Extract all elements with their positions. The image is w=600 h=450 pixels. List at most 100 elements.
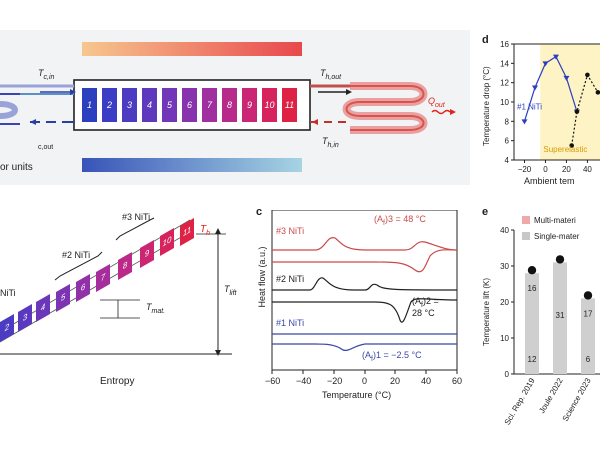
dsc-xtick: 20	[390, 376, 401, 386]
cell: 11	[282, 88, 297, 122]
dsc-xtick: −60	[265, 376, 281, 386]
category-label: Sci. Rep. 2019	[503, 376, 537, 426]
label-2-niti: #2 NiTi	[276, 274, 305, 284]
cell: 8	[222, 88, 237, 122]
data-point	[542, 61, 549, 67]
legend-swatch	[522, 216, 530, 224]
y-tick-label: 10	[500, 98, 509, 107]
dsc-ylabel: Heat flow (a.u.)	[257, 246, 267, 308]
entropy-cell: 11	[180, 217, 194, 247]
group-3-label: #3 NiTi	[122, 212, 151, 222]
series-line	[523, 55, 578, 122]
units-label: or units	[0, 162, 33, 173]
af1-label: (Af)1 = −2.5 °C	[362, 350, 422, 363]
cell: 3	[122, 88, 137, 122]
cell: 6	[182, 88, 197, 122]
x-tick-label: 0	[543, 165, 548, 174]
af2-label: (Af)2 =	[412, 296, 439, 309]
af2-value: 28 °C	[412, 308, 435, 318]
dsc-xtick: 60	[452, 376, 463, 386]
y-tick-label: 0	[505, 370, 510, 379]
y-tick-label: 40	[500, 226, 509, 235]
y-tick-label: 30	[500, 262, 509, 271]
q-out-label: Qout	[428, 96, 445, 109]
data-point	[552, 54, 559, 60]
y-tick-label: 4	[505, 156, 510, 165]
bar-marker	[555, 255, 565, 264]
entropy-cells: 2 3 4 5 6 7 8 9 10 11	[0, 210, 200, 350]
entropy-cell: 10	[160, 227, 174, 257]
segment-label: 17	[584, 309, 593, 318]
superelastic-region	[540, 44, 600, 160]
y-tick-label: 20	[500, 298, 509, 307]
series-line	[571, 73, 599, 146]
cell: 1	[82, 88, 97, 122]
entropy-cell: 9	[140, 239, 154, 269]
label-1-niti: #1 NiTi	[276, 318, 305, 328]
data-point	[569, 143, 574, 148]
x-tick-label: 20	[562, 165, 571, 174]
tc-out-label: c,out	[38, 143, 54, 151]
th-in-label: Th,in	[322, 136, 339, 149]
segment-label: 6	[586, 355, 591, 364]
temperature-drop-chart: 4 6 8 10 12 14 16 −20 0 20 40 Ambient tem Temperatur…	[482, 40, 600, 186]
regenerator-cells: 1 2 3 4 5 6 7 8 9 10 11	[82, 88, 304, 122]
series-label: #1 NiTi	[517, 103, 542, 112]
temperature-lift-chart: 0 10 20 30 40 Temperature lift (K) Multi-mater…	[482, 216, 600, 426]
dsc-xtick: 40	[421, 376, 432, 386]
data-point	[521, 119, 528, 125]
legend-label: Multi-materi	[534, 216, 576, 225]
cold-gradient-bar	[82, 158, 302, 172]
category-label: Joule 2022	[537, 376, 565, 415]
bar-marker	[527, 266, 537, 275]
y-tick-label: 10	[500, 334, 509, 343]
entropy-cell: 7	[96, 263, 110, 293]
tlift-label: Tlift	[224, 284, 237, 297]
y-axis-label: Temperature drop (°C)	[482, 66, 491, 146]
y-tick-label: 14	[500, 59, 509, 68]
entropy-cell: 4	[36, 293, 50, 323]
dsc-xtick: −20	[327, 376, 343, 386]
tc-in-label: Tc,in	[38, 68, 55, 81]
x-tick-label: 40	[583, 165, 592, 174]
entropy-cell: 8	[118, 251, 132, 281]
cell: 2	[102, 88, 117, 122]
bar	[581, 298, 595, 374]
data-point	[595, 90, 600, 95]
bar	[553, 262, 567, 374]
dsc-chart	[271, 210, 458, 374]
entropy-cell: 2	[0, 313, 14, 343]
label-3-niti: #3 NiTi	[276, 226, 305, 236]
th-label: Th	[200, 224, 211, 237]
entropy-axis-label: Entropy	[100, 376, 135, 387]
cell: 7	[202, 88, 217, 122]
entropy-cell: 6	[76, 273, 90, 303]
data-point	[531, 85, 538, 91]
segment-label: 31	[556, 311, 565, 320]
hot-gradient-bar	[82, 42, 302, 56]
y-tick-label: 8	[505, 117, 510, 126]
panel-label-c: c	[256, 206, 263, 218]
x-axis-label: Ambient tem	[524, 176, 575, 186]
category-label: Science 2023	[561, 376, 593, 423]
th-out-label: Th,out	[320, 68, 342, 81]
af3-label: (Af)3 = 48 °C	[374, 214, 426, 227]
cell: 10	[262, 88, 277, 122]
legend-swatch	[522, 232, 530, 240]
group-1-label: NiTi	[0, 288, 16, 298]
cell: 5	[162, 88, 177, 122]
x-tick-label: −20	[518, 165, 532, 174]
group-2-label: #2 NiTi	[62, 250, 91, 260]
tmat-label: Tmat.	[146, 302, 166, 315]
panel-label-e: e	[482, 206, 489, 218]
segment-label: 12	[528, 355, 537, 364]
segment-label: 16	[528, 284, 537, 293]
dsc-xtick: −40	[296, 376, 312, 386]
y-tick-label: 12	[500, 79, 509, 88]
bar-marker	[583, 291, 593, 300]
dsc-xtick: 0	[362, 376, 368, 386]
bar	[525, 273, 539, 374]
entropy-cell: 3	[18, 303, 32, 333]
entropy-cell: 5	[56, 283, 70, 313]
annotation-superelastic: Superelastic	[543, 145, 587, 154]
